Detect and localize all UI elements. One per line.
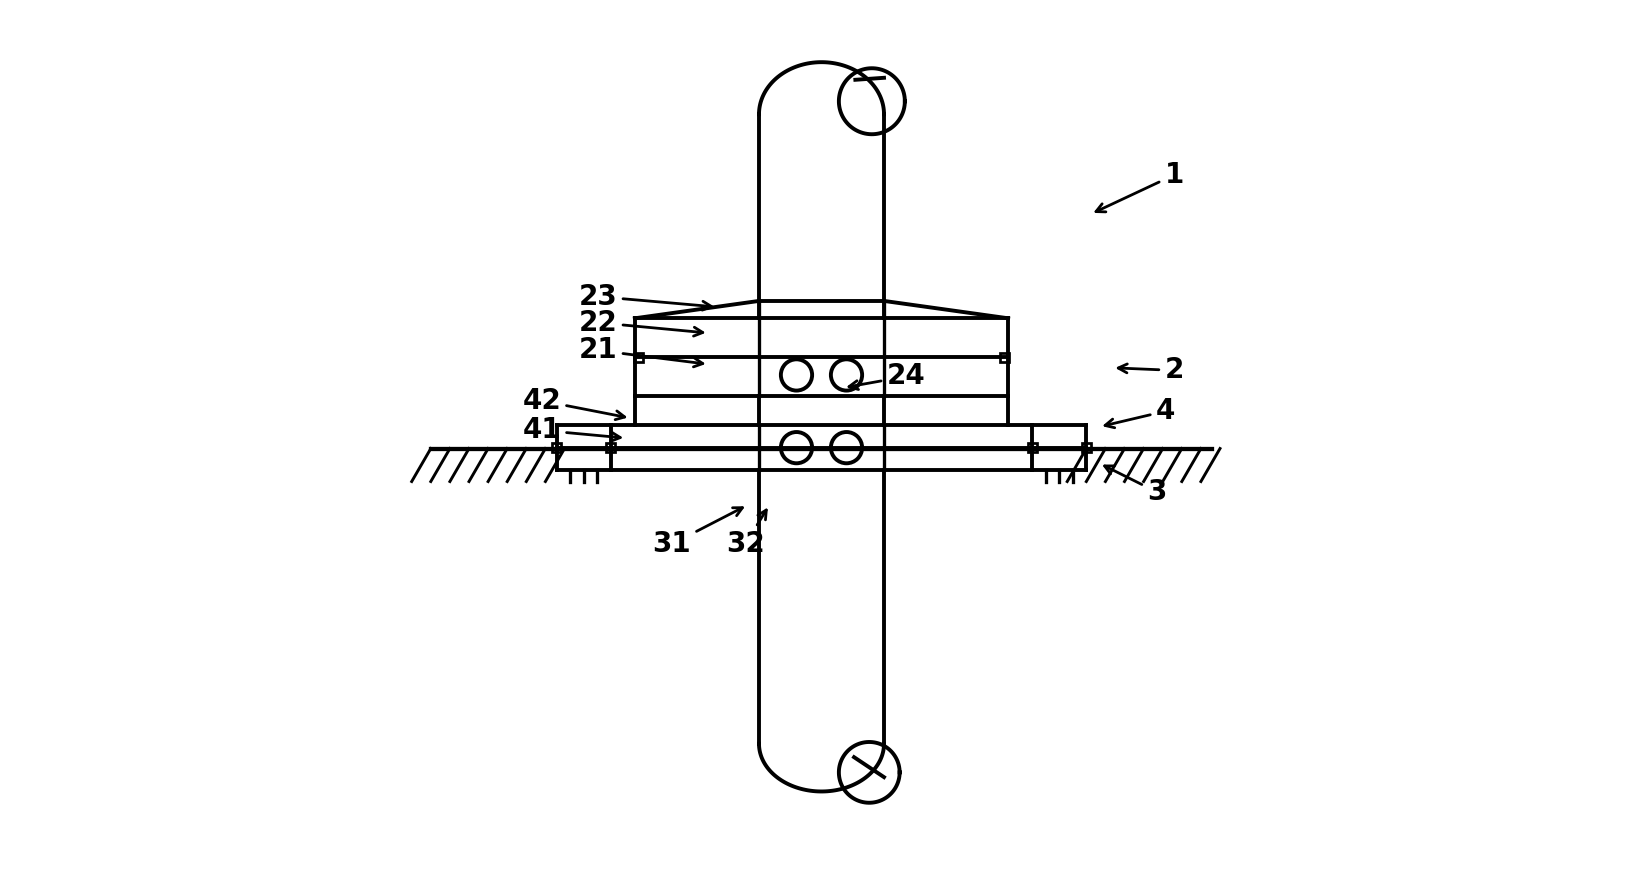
Text: 1: 1: [1096, 161, 1183, 212]
Bar: [606, 443, 614, 452]
Bar: [552, 443, 560, 452]
Bar: [1083, 443, 1091, 452]
Text: 24: 24: [849, 362, 925, 390]
Text: 42: 42: [522, 387, 624, 420]
Text: 31: 31: [652, 508, 743, 558]
Text: 4: 4: [1106, 397, 1175, 428]
Bar: [1029, 443, 1037, 452]
Bar: [634, 353, 642, 361]
Text: 23: 23: [578, 282, 711, 311]
Text: 2: 2: [1119, 356, 1185, 384]
Text: 3: 3: [1104, 466, 1167, 506]
Text: 32: 32: [726, 510, 766, 558]
Bar: [1001, 353, 1009, 361]
Text: 21: 21: [578, 336, 703, 367]
Text: 22: 22: [578, 308, 703, 336]
Text: 41: 41: [522, 416, 621, 444]
